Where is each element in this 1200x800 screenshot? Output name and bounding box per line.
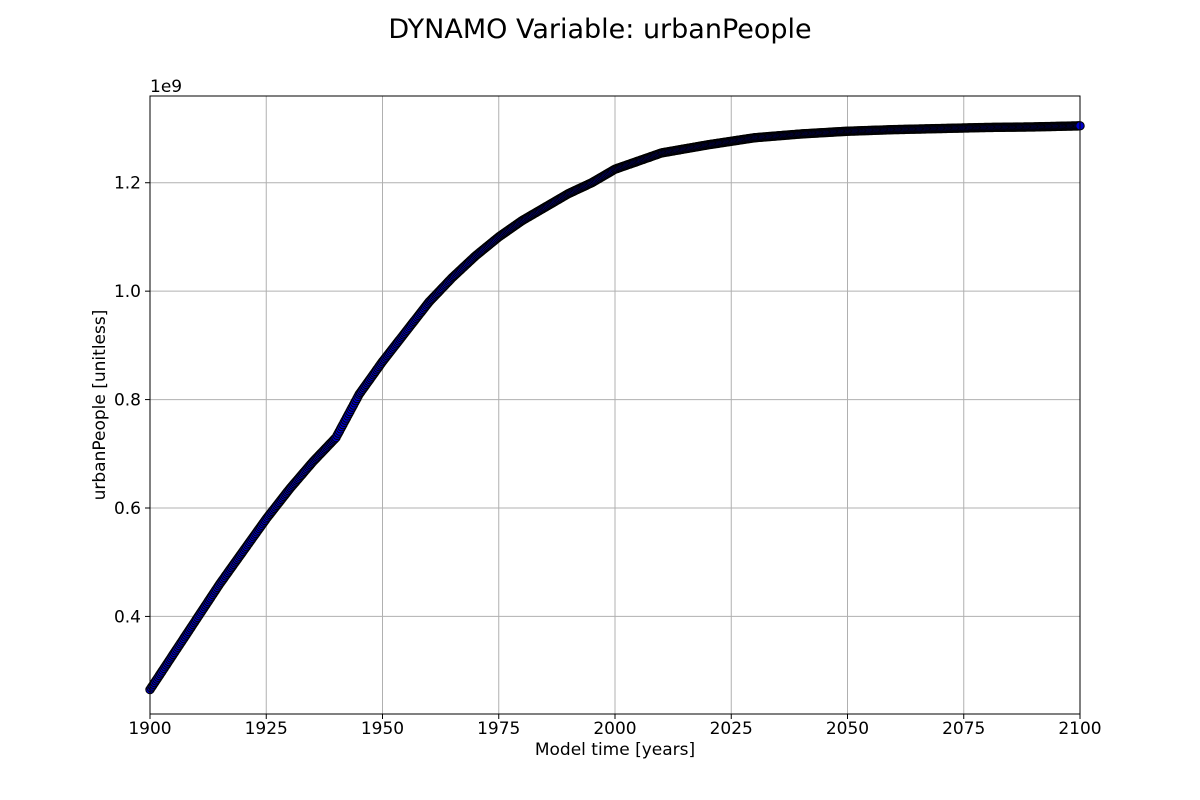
y-axis-label: urbanPeople [unitless] [90, 310, 110, 501]
x-axis-label: Model time [years] [535, 740, 695, 760]
x-tick-label: 2025 [710, 719, 753, 739]
x-tick-label: 1950 [361, 719, 404, 739]
y-offset-label: 1e9 [150, 77, 182, 97]
chart-title: DYNAMO Variable: urbanPeople [388, 14, 811, 45]
x-tick-label: 1975 [477, 719, 520, 739]
plot-frame [149, 95, 1081, 715]
y-tick-label: 0.4 [114, 607, 141, 627]
axis-ticks: 1900 1925 1950 1975 2000 2025 2050 2075 2100 0.4 0… [114, 174, 1102, 739]
x-tick-label: 2000 [593, 719, 636, 739]
data-points [145, 121, 1085, 695]
x-tick-label: 2075 [942, 719, 985, 739]
y-tick-label: 0.6 [114, 499, 141, 519]
grid [149, 96, 1081, 714]
x-tick-label: 1925 [245, 719, 288, 739]
x-tick-label: 2050 [826, 719, 869, 739]
y-tick-label: 1.2 [114, 174, 141, 194]
x-tick-label: 1900 [128, 719, 171, 739]
y-tick-label: 1.0 [114, 282, 141, 302]
x-tick-label: 2100 [1058, 719, 1101, 739]
y-tick-label: 0.8 [114, 391, 141, 411]
